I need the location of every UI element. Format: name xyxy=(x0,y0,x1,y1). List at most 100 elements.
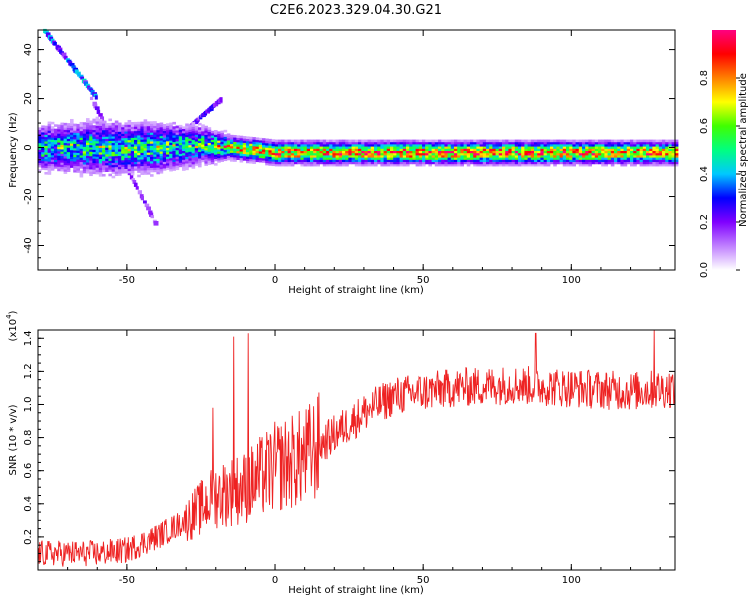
spectrogram-cell xyxy=(348,155,352,158)
spectrogram-cell xyxy=(450,155,455,158)
spectrogram-cell xyxy=(166,129,170,133)
spectrogram-cell xyxy=(438,150,442,154)
spectrogram-cell xyxy=(364,163,368,167)
spectrogram-cell xyxy=(447,144,452,147)
spectrogram-cell xyxy=(108,142,112,146)
spectrogram-cell xyxy=(562,157,567,160)
spectrogram-cell xyxy=(54,144,58,147)
spectrogram-cell xyxy=(217,146,221,150)
spectrogram-cell xyxy=(66,140,71,144)
spectrogram-cell xyxy=(111,122,116,126)
spectrogram-cell xyxy=(514,155,519,158)
spectrogram-cell xyxy=(114,168,119,172)
spectrogram-cell xyxy=(658,157,663,160)
spectrogram-cell xyxy=(230,141,234,145)
spectrogram-cell xyxy=(649,150,653,154)
spectrogram-cell xyxy=(281,152,285,156)
spectrogram-cell xyxy=(111,136,116,139)
spectrogram-cell xyxy=(185,123,189,127)
spectrogram-cell xyxy=(543,155,548,158)
spectrogram-cell xyxy=(47,134,52,138)
spectrogram-cell xyxy=(252,154,256,158)
spectrogram-cell xyxy=(406,139,410,143)
spectrogram-cell xyxy=(482,139,487,143)
spectrogram-cell xyxy=(550,146,554,149)
spectrogram-cell xyxy=(354,159,359,163)
spectrogram-cell xyxy=(556,159,560,163)
spectrogram-cell xyxy=(82,161,87,165)
spectrogram-cell xyxy=(620,163,624,167)
spectrogram-cell xyxy=(463,141,468,145)
spectrogram-cell xyxy=(92,118,96,122)
spectrogram-cell xyxy=(550,152,554,156)
spectrogram-cell xyxy=(41,151,45,155)
spectrogram-cell xyxy=(575,141,580,145)
spectrogram-cell xyxy=(166,156,170,159)
spectrogram-cell xyxy=(550,141,554,145)
spectrogram-cell xyxy=(326,163,330,167)
spectrogram-cell xyxy=(153,160,157,164)
spectrogram-cell xyxy=(540,144,544,147)
spectrogram-cell xyxy=(617,144,621,147)
spectrogram-cell xyxy=(290,150,295,154)
spectrogram-cell xyxy=(66,162,71,166)
spectrogram-cell xyxy=(518,163,522,167)
spectrogram-cell xyxy=(418,141,423,145)
spectrogram-cell xyxy=(674,144,679,147)
spectrogram-streak-cell xyxy=(150,215,155,219)
spectrogram-cell xyxy=(92,147,96,150)
spectrogram-cell xyxy=(418,161,423,165)
spectrogram-cell xyxy=(50,141,55,145)
spectrogram-cell xyxy=(540,148,544,152)
spectrogram-cell xyxy=(674,141,679,145)
spectrogram-cell xyxy=(121,142,125,145)
spectrogram-cell xyxy=(335,150,340,154)
spectrogram-cell xyxy=(252,156,256,160)
spectrogram-cell xyxy=(377,152,381,156)
spectrogram-cell xyxy=(511,159,516,163)
spectrogram-cell xyxy=(422,139,426,143)
spectrogram-cell xyxy=(105,153,109,157)
spectrogram-cell xyxy=(345,163,349,167)
spectrogram-cell xyxy=(220,146,224,149)
spectrogram-cell xyxy=(322,150,327,154)
spectrogram-cell xyxy=(476,152,480,156)
spectrogram-cell xyxy=(354,144,359,147)
spectrogram-cell xyxy=(578,155,583,158)
spectrogram-cell xyxy=(121,126,125,130)
spectrogram-cell xyxy=(41,127,45,131)
spectrogram-cell xyxy=(118,140,122,143)
spectrogram-cell xyxy=(610,163,615,167)
spectrogram-cell xyxy=(201,159,205,163)
spectrogram-cell xyxy=(82,137,87,141)
spectrogram-cell xyxy=(655,159,660,163)
spectrogram-cell xyxy=(127,150,132,154)
spectrogram-cell xyxy=(370,144,375,147)
spectrogram-cell xyxy=(556,139,560,143)
spectrogram-cell xyxy=(294,146,298,149)
spectrogram-cell xyxy=(585,144,589,147)
spectrogram-cell xyxy=(409,146,413,149)
spectrogram-cell xyxy=(386,152,391,156)
spectrogram-cell xyxy=(386,159,391,163)
spectrogram-cell xyxy=(70,136,74,140)
spectrogram-cell xyxy=(300,150,304,154)
spectrogram-cell xyxy=(265,147,269,150)
spectrogram-cell xyxy=(386,146,391,149)
spectrogram-cell xyxy=(98,121,103,124)
spectrogram-cell xyxy=(562,144,567,147)
spectrogram-cell xyxy=(281,155,285,158)
spectrogram-cell xyxy=(598,144,602,147)
spectrogram-cell xyxy=(598,161,602,165)
spectrogram-cell xyxy=(66,169,71,173)
spectrogram-cell xyxy=(146,136,151,140)
spectrogram-cell xyxy=(210,152,215,156)
spectrogram-cell xyxy=(82,157,87,161)
spectrogram-cell xyxy=(159,162,164,165)
spectrogram-cell xyxy=(156,160,160,164)
spectrogram-cell xyxy=(601,144,605,147)
spectrogram-cell xyxy=(444,141,448,145)
spectrogram-cell xyxy=(207,142,212,146)
spectrogram-cell xyxy=(652,161,656,165)
spectrogram-cell xyxy=(591,157,596,160)
